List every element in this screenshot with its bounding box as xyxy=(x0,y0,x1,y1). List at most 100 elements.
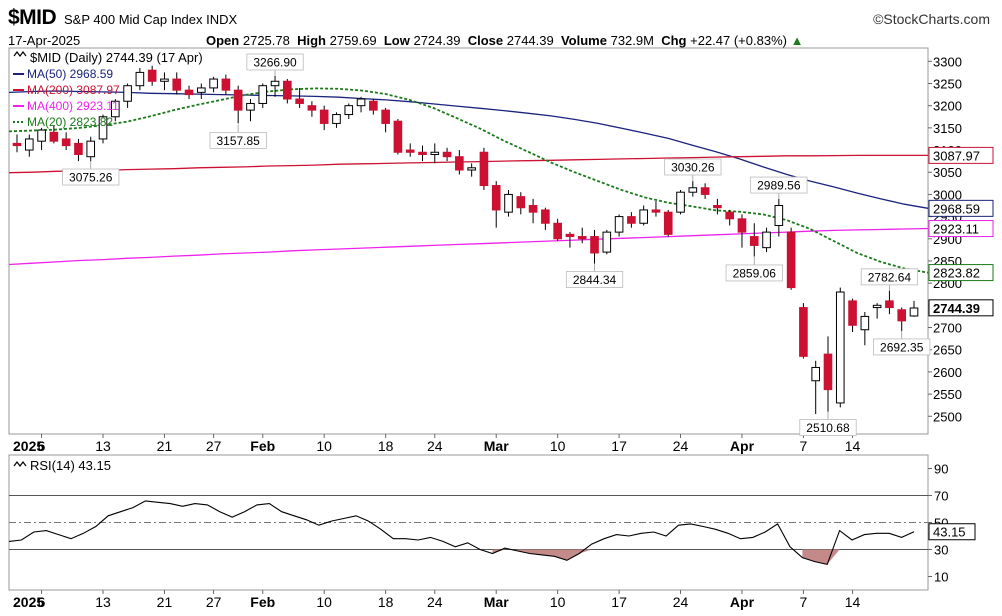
candle-up[interactable] xyxy=(430,151,440,155)
rsi-y-tick-label: 30 xyxy=(934,543,948,558)
price-x-tick-label: 2025 xyxy=(13,438,44,454)
candle-down[interactable] xyxy=(651,209,661,213)
candle-up[interactable] xyxy=(246,102,255,111)
candle-down[interactable] xyxy=(528,205,538,213)
candle-up[interactable] xyxy=(135,71,145,87)
low-label: Low xyxy=(383,33,410,48)
annotation-label: 3266.90 xyxy=(253,55,297,69)
rsi-y-tick-label: 70 xyxy=(934,489,948,504)
price-panel-frame xyxy=(8,47,929,435)
candle-down[interactable] xyxy=(184,89,194,96)
candle-down[interactable] xyxy=(455,156,464,171)
price-x-tick-label: Feb xyxy=(250,438,275,454)
candle-down[interactable] xyxy=(848,300,857,326)
candle-up[interactable] xyxy=(197,87,206,93)
candle-up[interactable] xyxy=(676,191,685,213)
rsi-x-tick-label: Apr xyxy=(730,594,755,610)
candle-down[interactable] xyxy=(393,120,403,153)
candle-down[interactable] xyxy=(885,300,894,309)
candle-up[interactable] xyxy=(811,366,821,382)
candle-up[interactable] xyxy=(209,78,218,89)
candle-up[interactable] xyxy=(86,140,96,158)
candle-up[interactable] xyxy=(504,193,513,213)
candle-down[interactable] xyxy=(369,100,378,111)
candle-down[interactable] xyxy=(897,309,907,322)
price-x-tick-label: 18 xyxy=(378,438,394,454)
candle-up[interactable] xyxy=(872,304,882,309)
candle-down[interactable] xyxy=(713,205,722,209)
candle-up[interactable] xyxy=(639,209,648,224)
candle-down[interactable] xyxy=(737,218,747,233)
brand-watermark[interactable]: ©StockCharts.com xyxy=(873,11,990,27)
candle-down[interactable] xyxy=(221,78,231,91)
annotation-box xyxy=(873,338,931,356)
candle-down[interactable] xyxy=(627,216,636,224)
candle-down[interactable] xyxy=(799,307,808,357)
candle-up[interactable] xyxy=(467,167,476,171)
candle-down[interactable] xyxy=(823,353,833,391)
y-tick-label: 2700 xyxy=(933,321,962,336)
candle-down[interactable] xyxy=(565,233,575,238)
price-panel[interactable]: 2500255026002650270027502800285029002950… xyxy=(8,47,994,454)
price-legend: $MID (Daily) 2744.39 (17 Apr) MA(50) 2968… xyxy=(13,50,203,129)
candle-down[interactable] xyxy=(553,222,562,240)
annotation-box xyxy=(799,419,857,436)
candle-up[interactable] xyxy=(602,231,612,253)
candle-down[interactable] xyxy=(663,211,673,235)
candle-down[interactable] xyxy=(577,236,587,240)
rsi-line[interactable] xyxy=(8,500,915,566)
candle-up[interactable] xyxy=(344,105,354,116)
candle-up[interactable] xyxy=(774,205,784,226)
candle-up[interactable] xyxy=(688,187,698,193)
open-label: Open xyxy=(206,33,240,48)
candle-up[interactable] xyxy=(332,114,341,124)
candle-down[interactable] xyxy=(516,196,526,209)
candle-down[interactable] xyxy=(590,236,599,254)
candle-up[interactable] xyxy=(909,307,919,317)
candle-up[interactable] xyxy=(123,85,132,102)
candle-down[interactable] xyxy=(725,211,734,220)
candle-down[interactable] xyxy=(233,89,243,111)
candle-down[interactable] xyxy=(405,149,415,153)
candle-down[interactable] xyxy=(283,80,292,100)
open-value: 2725.78 xyxy=(242,33,290,48)
price-x-tick-label: 13 xyxy=(95,438,111,454)
candle-up[interactable] xyxy=(160,78,169,82)
close-label: Close xyxy=(467,33,504,48)
candle-down[interactable] xyxy=(491,185,501,211)
price-x-tick-label: 24 xyxy=(673,438,689,454)
candle-up[interactable] xyxy=(98,116,108,140)
candle-up[interactable] xyxy=(762,231,771,249)
candle-down[interactable] xyxy=(61,138,71,147)
candle-up[interactable] xyxy=(110,100,120,118)
candle-up[interactable] xyxy=(614,216,624,233)
candle-down[interactable] xyxy=(541,209,550,224)
candle-up[interactable] xyxy=(356,98,366,107)
ma-line-ma400 xyxy=(8,227,929,266)
candle-down[interactable] xyxy=(786,231,796,289)
candle-up[interactable] xyxy=(258,85,268,104)
candle-down[interactable] xyxy=(12,142,22,147)
candle-down[interactable] xyxy=(749,236,759,246)
candle-up[interactable] xyxy=(270,80,280,87)
candle-down[interactable] xyxy=(700,187,710,195)
rsi-value-tag-box xyxy=(928,523,976,541)
candle-down[interactable] xyxy=(74,142,83,155)
candle-down[interactable] xyxy=(381,109,390,124)
candle-down[interactable] xyxy=(418,151,427,155)
candle-down[interactable] xyxy=(307,105,317,111)
rsi-x-tick-label: 7 xyxy=(800,594,808,610)
candle-down[interactable] xyxy=(172,78,182,91)
candle-down[interactable] xyxy=(49,131,59,142)
candle-down[interactable] xyxy=(479,151,489,187)
candle-up[interactable] xyxy=(835,291,845,404)
candle-up[interactable] xyxy=(24,138,34,151)
candle-down[interactable] xyxy=(295,98,304,104)
candle-up[interactable] xyxy=(37,129,46,142)
candle-down[interactable] xyxy=(442,151,452,158)
candle-down[interactable] xyxy=(319,109,329,124)
candle-up[interactable] xyxy=(860,315,870,331)
candle-down[interactable] xyxy=(147,69,157,82)
